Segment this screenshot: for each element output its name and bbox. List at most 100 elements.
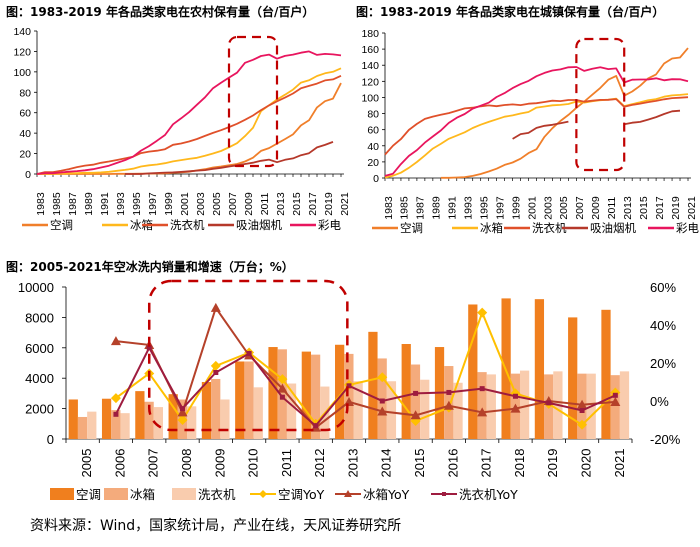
bar-冰箱-2005 xyxy=(77,416,88,439)
bar-空调-2011 xyxy=(268,347,278,439)
x-tick-label: 1999 xyxy=(163,192,175,216)
legend-label: 空调 xyxy=(50,218,73,232)
x-tick-label: 1995 xyxy=(478,196,490,220)
bar-洗衣机-2010 xyxy=(253,387,263,439)
bar-空调-2013 xyxy=(335,344,345,439)
marker-洗衣机YoY xyxy=(512,393,518,399)
y-tick-label: 100 xyxy=(361,92,379,104)
x-tick-label: 2009 xyxy=(243,192,255,216)
marker-空调YoY xyxy=(210,360,221,371)
bar-冰箱-2007 xyxy=(144,401,154,439)
y-tick-label: 180 xyxy=(361,28,379,40)
x-tick-label: 2010 xyxy=(246,449,261,478)
marker-洗衣机YoY xyxy=(146,345,152,351)
y2-tick-label: 0% xyxy=(650,394,669,409)
marker-洗衣机YoY xyxy=(579,408,585,413)
x-tick-label: 2003 xyxy=(542,196,554,220)
x-tick-label: 2009 xyxy=(590,196,602,220)
yoy-line-洗衣机YoY xyxy=(115,345,616,428)
marker-冰箱YoY xyxy=(610,396,621,406)
y-tick-label: 140 xyxy=(361,60,379,72)
y-tick-label: 4000 xyxy=(25,371,54,386)
x-tick-label: 2005 xyxy=(79,449,94,478)
x-tick-label: 2019 xyxy=(323,192,335,216)
y2-tick-label: 60% xyxy=(650,280,676,295)
legend-swatch-洗衣机 xyxy=(172,488,196,500)
series-line-洗衣机 xyxy=(36,74,342,175)
marker-洗衣机YoY xyxy=(413,390,419,396)
x-tick-label: 1991 xyxy=(99,192,111,216)
legend-label: 冰箱 xyxy=(480,221,503,235)
x-tick-label: 1985 xyxy=(51,192,63,216)
x-tick-label: 1993 xyxy=(463,196,475,220)
legend-label: 洗衣机YoY xyxy=(459,487,518,502)
legend-label: 冰箱 xyxy=(130,218,153,232)
x-tick-label: 2009 xyxy=(212,449,227,478)
rural-chart-title: 图：1983-2019 年各品类家电在农村保有量（台/百户） xyxy=(6,5,315,19)
bar-空调-2005 xyxy=(68,399,78,439)
y-tick-label: 80 xyxy=(19,87,31,99)
y-tick-label: 60 xyxy=(367,125,379,137)
series-line-冰箱 xyxy=(37,67,342,175)
x-tick-label: 2007 xyxy=(227,192,239,216)
highlight-box xyxy=(147,279,349,432)
bar-洗衣机-2005 xyxy=(87,411,97,439)
y-tick-label: 100 xyxy=(13,67,31,79)
x-tick-label: 2021 xyxy=(686,196,698,220)
x-tick-label: 2007 xyxy=(146,449,161,478)
series-line-吸油烟机 xyxy=(512,109,681,140)
y-tick-label: 2000 xyxy=(25,402,54,417)
y-tick-label: 40 xyxy=(19,128,31,140)
marker-洗衣机YoY xyxy=(113,411,119,417)
y-tick-label: 40 xyxy=(367,141,379,153)
x-tick-label: 1983 xyxy=(35,192,47,216)
legend-label: 空调YoY xyxy=(278,487,325,502)
y-tick-label: 20 xyxy=(19,149,31,161)
bar-空调-2021 xyxy=(601,309,611,439)
legend-label: 冰箱YoY xyxy=(363,487,410,502)
x-tick-label: 2003 xyxy=(195,192,207,216)
x-tick-label: 1997 xyxy=(147,192,159,216)
bar-冰箱-2013 xyxy=(344,353,354,439)
marker-空调YoY xyxy=(377,372,388,383)
series-line-洗衣机 xyxy=(384,96,689,156)
source-note: 资料来源：Wind，国家统计局，产业在线，天风证券研究所 xyxy=(30,518,402,534)
legend-label: 吸油烟机 xyxy=(590,221,636,235)
marker-洗衣机YoY xyxy=(446,389,452,395)
legend-label: 洗衣机 xyxy=(170,218,205,232)
yoy-line-冰箱YoY xyxy=(115,305,616,429)
x-tick-label: 2019 xyxy=(545,449,560,478)
x-tick-label: 1983 xyxy=(383,196,395,220)
x-tick-label: 2015 xyxy=(638,196,650,220)
legend-label: 彩电 xyxy=(676,221,699,235)
x-tick-label: 2012 xyxy=(312,449,327,478)
marker-空调YoY xyxy=(477,307,488,318)
x-tick-label: 1989 xyxy=(431,196,443,220)
x-tick-label: 2015 xyxy=(412,449,427,478)
y-tick-label: 0 xyxy=(373,173,379,185)
x-tick-label: 1999 xyxy=(510,196,522,220)
bar-洗衣机-2018 xyxy=(519,370,530,439)
bar-空调-2009 xyxy=(201,382,212,439)
marker-洗衣机YoY xyxy=(246,351,252,356)
x-tick-label: 2017 xyxy=(479,449,494,478)
y-tick-label: 0 xyxy=(47,432,54,447)
x-tick-label: 2013 xyxy=(622,196,634,220)
x-tick-label: 2005 xyxy=(211,192,223,216)
marker-空调YoY xyxy=(110,393,121,404)
bar-空调-2014 xyxy=(368,331,378,439)
x-tick-label: 2021 xyxy=(612,449,627,478)
bar-冰箱-2012 xyxy=(310,354,321,439)
bar-空调-2007 xyxy=(135,391,145,439)
legend-label: 洗衣机 xyxy=(532,221,567,235)
bar-空调-2010 xyxy=(235,361,245,439)
bar-冰箱-2011 xyxy=(277,349,287,439)
bar-洗衣机-2007 xyxy=(153,407,163,439)
x-tick-label: 2013 xyxy=(345,449,360,478)
series-line-吸油烟机 xyxy=(125,141,334,175)
marker-冰箱YoY xyxy=(277,383,288,393)
bar-冰箱-2021 xyxy=(610,375,620,439)
legend-swatch-空调 xyxy=(50,488,74,500)
series-line-彩电 xyxy=(36,50,342,175)
